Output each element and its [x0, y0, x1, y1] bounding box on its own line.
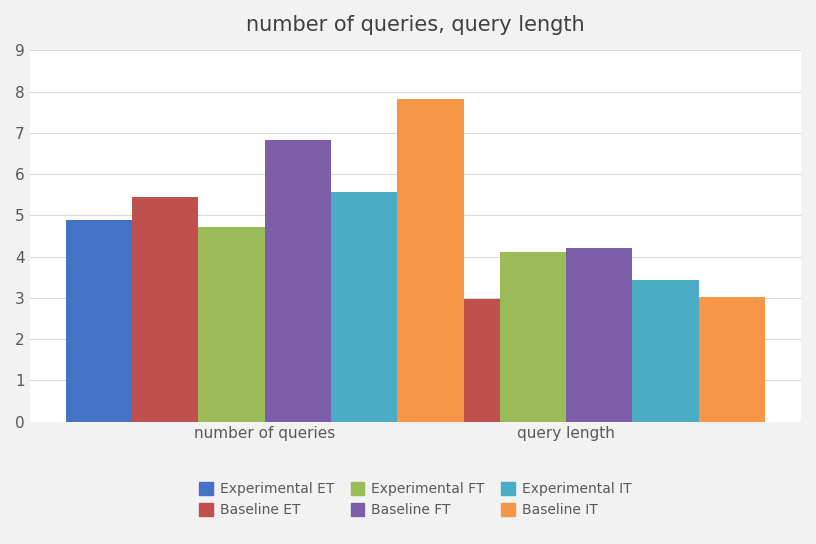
Bar: [433, 299, 499, 422]
Bar: [397, 99, 463, 422]
Bar: [367, 289, 433, 422]
Bar: [632, 280, 698, 422]
Legend: Experimental ET, Baseline ET, Experimental FT, Baseline FT, Experimental IT, Bas: Experimental ET, Baseline ET, Experiment…: [193, 477, 637, 523]
Bar: [264, 140, 331, 422]
Bar: [499, 252, 566, 422]
Bar: [566, 248, 632, 422]
Bar: [331, 192, 397, 422]
Bar: [198, 227, 264, 422]
Bar: [132, 197, 198, 422]
Bar: [698, 297, 765, 422]
Bar: [66, 219, 132, 422]
Title: number of queries, query length: number of queries, query length: [246, 15, 584, 35]
